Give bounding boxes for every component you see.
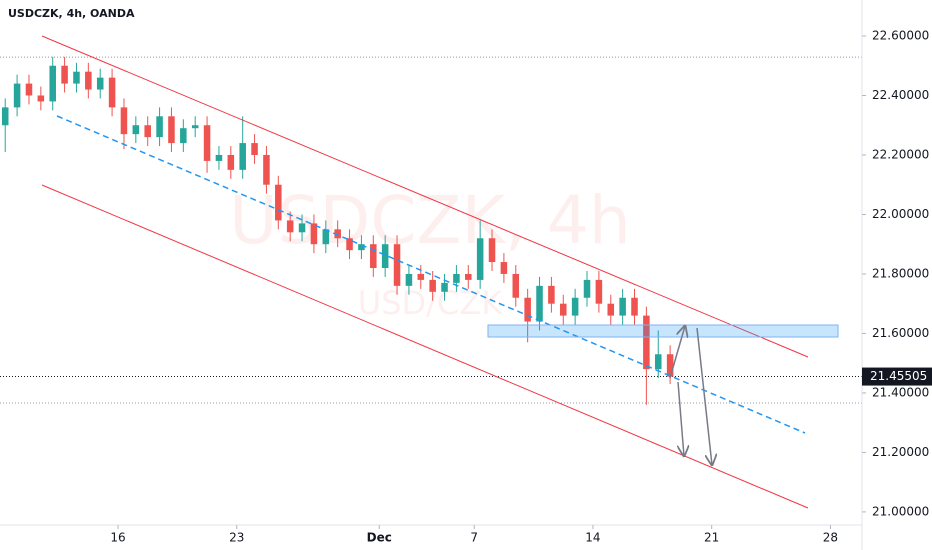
arrow: [669, 326, 685, 379]
x-tick-label: 16: [110, 531, 125, 545]
candle-body: [536, 285, 543, 322]
candle-body: [666, 354, 674, 377]
y-tick-label: 21.40000: [872, 385, 929, 399]
plot-area: [0, 56, 862, 405]
x-tick-label: 21: [704, 531, 719, 545]
candle-body: [381, 244, 389, 269]
y-tick-label: 22.20000: [872, 147, 929, 161]
candle-body: [429, 279, 436, 292]
candle-body: [275, 184, 282, 221]
candle-body: [120, 107, 128, 135]
candle-body: [571, 297, 579, 316]
x-tick-label: 23: [229, 531, 244, 545]
candle-body: [512, 273, 520, 298]
candle-body: [654, 354, 662, 370]
candle-body: [310, 223, 318, 245]
zone: [487, 324, 839, 338]
candle-body: [583, 279, 591, 298]
candle-body: [334, 229, 341, 239]
candle-body: [298, 223, 306, 233]
candle-body: [595, 279, 603, 304]
candle-body: [560, 303, 567, 316]
candle-body: [132, 125, 140, 135]
candle-body: [168, 116, 175, 144]
y-tick-label: 22.00000: [872, 207, 929, 221]
y-tick-label: 21.80000: [872, 266, 929, 280]
candle-body: [263, 154, 270, 185]
y-tick-label: 22.40000: [872, 88, 929, 102]
channel-mid: [56, 115, 806, 434]
chart-title: USDCZK, 4h, OANDA: [8, 7, 135, 20]
candle-body: [476, 238, 484, 280]
candle-body: [239, 143, 246, 170]
y-tick-label: 21.00000: [872, 504, 929, 518]
watermark: USDCZK, 4h: [229, 182, 630, 259]
candle-body: [215, 154, 223, 161]
drawings: [41, 35, 839, 509]
candle-body: [13, 83, 21, 108]
candle-body: [548, 285, 555, 304]
candle-body: [49, 65, 56, 102]
channel-upper: [41, 35, 809, 358]
candle-body: [358, 244, 365, 251]
arrow: [678, 381, 684, 456]
candle-body: [96, 77, 104, 90]
candle-body: [25, 83, 33, 96]
candle-body: [156, 116, 163, 138]
y-tick-label: 21.60000: [872, 326, 929, 340]
x-tick-label: 7: [470, 531, 478, 545]
x-tick-label: 28: [823, 531, 838, 545]
candle-body: [405, 273, 413, 286]
candle-body: [322, 229, 330, 245]
candle-body: [85, 71, 92, 90]
candle-body: [144, 125, 151, 138]
candle-body: [488, 238, 496, 263]
candle-body: [1, 107, 9, 126]
candle-body: [191, 125, 199, 129]
candle-body: [465, 273, 472, 280]
candle-body: [73, 71, 80, 84]
candle-body: [370, 244, 377, 269]
last-price-label: 21.45505: [870, 369, 927, 383]
candle-body: [203, 125, 211, 161]
candle-body: [417, 273, 425, 280]
candle-body: [631, 297, 638, 316]
candle-body: [286, 220, 294, 233]
y-tick-label: 22.60000: [872, 28, 929, 42]
candle-body: [37, 95, 45, 102]
x-tick-label: 14: [585, 531, 600, 545]
candle-body: [441, 282, 448, 292]
arrow: [696, 327, 712, 465]
candle-body: [453, 273, 460, 283]
candle-body: [346, 238, 353, 251]
candle-body: [227, 154, 235, 170]
candle-body: [108, 77, 116, 108]
last-price-box: [862, 367, 932, 386]
candle-body: [643, 315, 650, 370]
x-tick-label: Dec: [367, 531, 392, 545]
candle-body: [180, 128, 187, 144]
candle-body: [61, 65, 68, 84]
candle-body: [251, 143, 258, 155]
y-tick-label: 21.20000: [872, 445, 929, 459]
candle-body: [619, 297, 626, 316]
candle-body: [393, 244, 401, 286]
candle-body: [500, 262, 508, 274]
candle-body: [524, 297, 531, 322]
candle-body: [607, 303, 615, 316]
